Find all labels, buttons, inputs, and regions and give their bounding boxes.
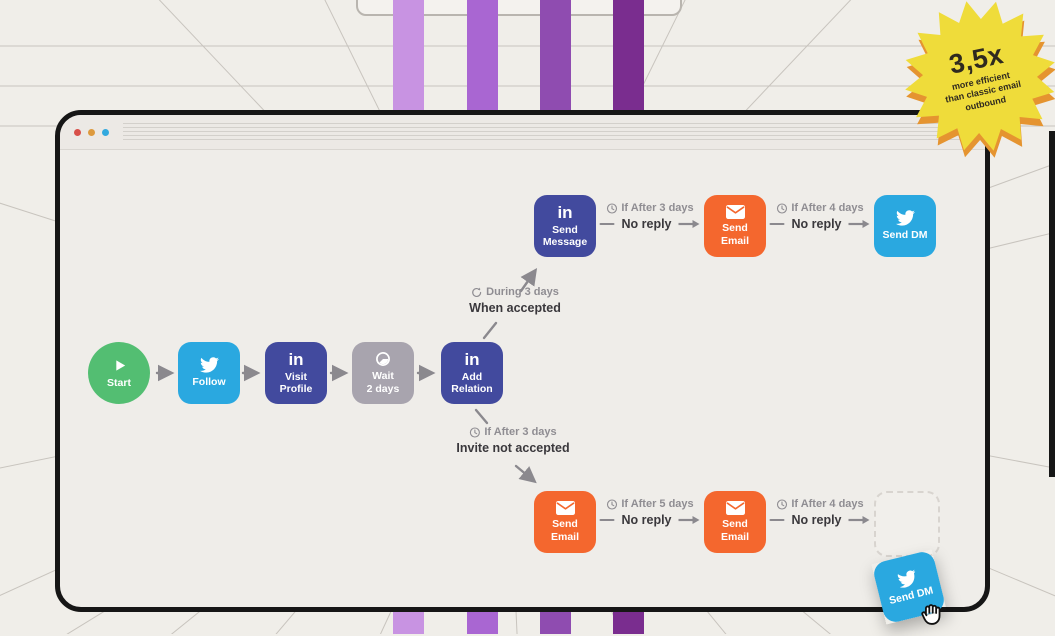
branch-condition-text: If After 3 days — [484, 426, 557, 438]
node-label: Start — [107, 376, 131, 389]
starburst-icon — [905, 1, 1055, 158]
clock-icon — [606, 202, 617, 214]
node-start[interactable]: Start — [88, 342, 150, 404]
node-label: Send Email — [720, 222, 749, 247]
play-icon — [111, 357, 128, 374]
browser-window-header — [60, 115, 985, 150]
clock-icon — [606, 498, 617, 510]
branch-result-text: When accepted — [469, 301, 561, 315]
dash-line — [599, 222, 615, 226]
clock-icon — [776, 202, 787, 214]
action-text: No reply — [621, 513, 672, 527]
flow-connectors — [155, 268, 538, 484]
arrow-right-icon — [678, 516, 700, 524]
node-label: Send Email — [550, 518, 579, 543]
condition-text: If After 5 days — [621, 498, 694, 510]
node-visit-profile[interactable]: in Visit Profile — [265, 342, 327, 404]
arrow-right-icon — [848, 516, 870, 524]
branch-condition-text: During 3 days — [486, 286, 559, 298]
arrow-right-icon — [678, 220, 700, 228]
node-send-dm-top[interactable]: Send DM — [874, 195, 936, 257]
node-label: Send Message — [542, 223, 588, 248]
node-add-relation[interactable]: in Add Relation — [441, 342, 503, 404]
linkedin-icon: in — [288, 349, 304, 369]
traffic-lights — [74, 128, 109, 136]
minimize-button[interactable] — [88, 128, 95, 136]
action-text: No reply — [791, 513, 842, 527]
right-edge-bar — [1049, 131, 1055, 477]
node-label: Wait 2 days — [366, 370, 400, 395]
close-button[interactable] — [74, 128, 81, 136]
dash-line — [769, 518, 785, 522]
action-text: No reply — [621, 217, 672, 231]
twitter-icon — [896, 570, 918, 590]
branch-not_accepted: If After 3 days Invite not accepted — [456, 426, 569, 455]
grab-cursor-icon — [915, 597, 949, 636]
dragged-send-dm-card[interactable]: Send DM — [871, 549, 947, 625]
browser-window: Start Follow in Visit Profile Wait 2 days in A… — [55, 110, 990, 612]
node-send-email-bottom-1[interactable]: Send Email — [534, 491, 596, 553]
condition-text: If After 4 days — [791, 498, 864, 510]
workflow-canvas: Start Follow in Visit Profile Wait 2 days in A… — [60, 150, 985, 602]
action-text: No reply — [791, 217, 842, 231]
twitter-icon — [895, 210, 915, 227]
condition-cond-bottom-1: If After 5 days No reply — [599, 498, 700, 527]
dash-line — [599, 518, 615, 522]
empty-drop-slot[interactable] — [874, 491, 940, 557]
node-label: Send Email — [720, 518, 749, 543]
timer-icon — [375, 351, 391, 367]
clock-icon — [469, 426, 480, 438]
node-send-message[interactable]: in Send Message — [534, 195, 596, 257]
linkedin-icon: in — [464, 349, 480, 369]
email-icon — [555, 501, 575, 516]
condition-text: If After 4 days — [791, 202, 864, 214]
linkedin-icon: in — [557, 202, 573, 222]
node-wait-2-days[interactable]: Wait 2 days — [352, 342, 414, 404]
branch-accepted: During 3 days When accepted — [469, 286, 561, 315]
branch-result-text: Invite not accepted — [456, 441, 570, 455]
clock-icon — [776, 498, 787, 510]
node-label: Follow — [192, 376, 226, 389]
background-card-top — [356, 0, 682, 16]
efficiency-badge: 3,5x more efficient than classic email o… — [901, 0, 1055, 158]
condition-text: If After 3 days — [621, 202, 694, 214]
email-icon — [725, 501, 745, 516]
maximize-button[interactable] — [102, 128, 109, 136]
node-follow[interactable]: Follow — [178, 342, 240, 404]
email-icon — [725, 205, 745, 220]
condition-cond-bottom-2: If After 4 days No reply — [769, 498, 870, 527]
dash-line — [769, 222, 785, 226]
node-label: Visit Profile — [279, 370, 313, 395]
arrow-right-icon — [848, 220, 870, 228]
node-send-email-top[interactable]: Send Email — [704, 195, 766, 257]
condition-cond-top-2: If After 4 days No reply — [769, 202, 870, 231]
node-label: Add Relation — [451, 370, 493, 395]
node-label: Send DM — [882, 229, 928, 242]
twitter-icon — [199, 357, 219, 374]
condition-cond-top-1: If After 3 days No reply — [599, 202, 700, 231]
header-lines-decoration — [123, 123, 969, 141]
refresh-icon — [471, 287, 482, 298]
node-send-email-bottom-2[interactable]: Send Email — [704, 491, 766, 553]
